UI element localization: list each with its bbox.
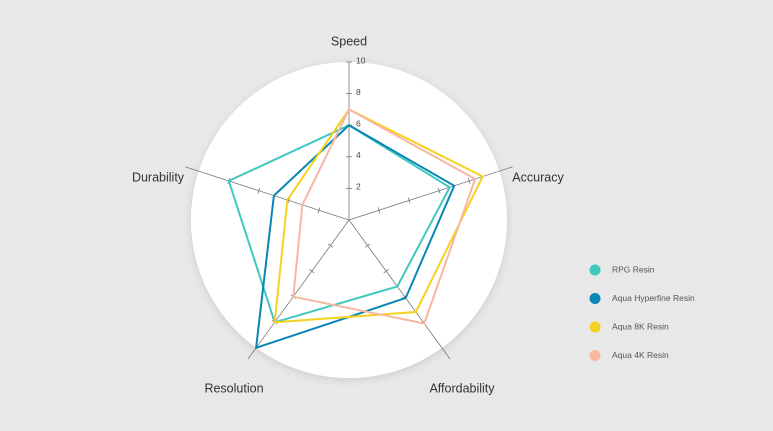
axis-label: Speed: [331, 34, 367, 48]
tick-mark: [364, 243, 371, 248]
series-polygon: [292, 108, 477, 325]
axis-label: Durability: [132, 170, 185, 184]
axis-label: Resolution: [204, 381, 263, 395]
axis-label: Accuracy: [512, 170, 564, 184]
axis-line: [348, 166, 513, 221]
legend-label: RPG Resin: [612, 264, 655, 274]
tick-label: 2: [356, 182, 361, 192]
tick-mark: [317, 207, 321, 214]
tick-mark: [407, 197, 411, 204]
tick-mark: [383, 269, 389, 274]
tick-mark: [467, 177, 471, 184]
axis-line: [247, 219, 350, 360]
tick-mark: [377, 207, 381, 214]
tick-mark: [309, 269, 315, 274]
series-polygon: [227, 124, 452, 324]
axis-line: [185, 166, 350, 221]
legend-swatch: [589, 321, 601, 333]
tick-mark: [437, 187, 441, 194]
legend-swatch: [589, 293, 601, 304]
tick-mark: [257, 187, 261, 194]
series-polygon: [273, 108, 485, 324]
tick-label: 4: [356, 150, 361, 160]
legend-label: Aqua Hyperfine Resin: [612, 293, 695, 303]
axis-label: Affordability: [429, 381, 495, 395]
legend-swatch: [589, 350, 601, 361]
series-polygon: [254, 123, 456, 350]
axis-line: [348, 219, 451, 360]
legend-label: Aqua 4K Resin: [612, 350, 669, 360]
tick-label: 10: [356, 55, 366, 65]
tick-label: 6: [356, 118, 361, 128]
tick-label: 8: [356, 87, 361, 97]
tick-mark: [327, 243, 334, 248]
legend-swatch: [589, 264, 601, 276]
legend-label: Aqua 8K Resin: [612, 321, 669, 331]
